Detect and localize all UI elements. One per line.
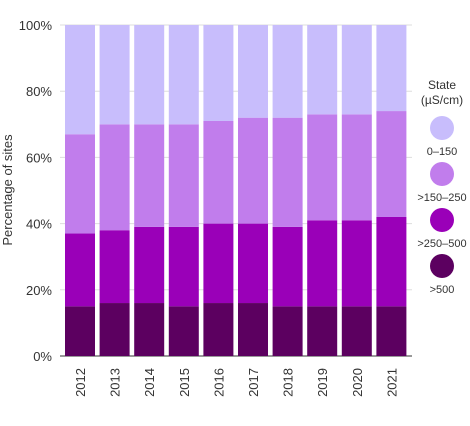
- bar-segment: [99, 303, 130, 356]
- bar-segment: [65, 25, 95, 135]
- bar-segment: [238, 117, 268, 224]
- bar-segment: [168, 306, 199, 356]
- bar-segment: [341, 220, 372, 307]
- bar-segment: [238, 25, 268, 118]
- legend-label: >150–250: [417, 192, 466, 204]
- bar-segment: [376, 216, 407, 307]
- bar-segment: [65, 233, 95, 307]
- x-tick-label: 2015: [177, 368, 192, 397]
- x-tick-label: 2020: [350, 368, 365, 397]
- x-tick-label: 2014: [142, 368, 157, 397]
- bar-segment: [307, 220, 338, 307]
- y-tick-label: 20%: [26, 283, 52, 298]
- legend-title-line2: (µS/cm): [421, 93, 463, 107]
- bar-segment: [307, 114, 338, 221]
- bar-segment: [376, 111, 407, 217]
- x-tick-label: 2017: [246, 368, 261, 397]
- y-axis-label: Percentage of sites: [0, 134, 15, 246]
- legend-swatch: [430, 162, 454, 186]
- x-tick-label: 2012: [73, 368, 88, 397]
- y-axis-ticks: 0% 20% 40% 60% 80% 100%: [19, 18, 53, 364]
- bar-segment: [341, 114, 372, 221]
- bar-segment: [134, 226, 165, 304]
- y-tick-label: 60%: [26, 150, 52, 165]
- legend-swatch: [430, 254, 454, 278]
- bar-segment: [203, 25, 234, 121]
- bar-segment: [168, 124, 199, 227]
- bar-segment: [203, 223, 234, 304]
- x-tick-label: 2019: [315, 368, 330, 397]
- legend-swatch: [430, 116, 454, 140]
- bar-segment: [272, 25, 303, 118]
- bars: [65, 25, 407, 356]
- bar-segment: [168, 25, 199, 125]
- y-tick-label: 80%: [26, 84, 52, 99]
- bar-segment: [168, 226, 199, 307]
- bar-segment: [307, 306, 338, 356]
- x-tick-label: 2018: [281, 368, 296, 397]
- bar-segment: [65, 306, 95, 356]
- bar-segment: [65, 134, 95, 234]
- x-tick-label: 2016: [211, 368, 226, 397]
- bar-segment: [238, 303, 268, 356]
- bar-segment: [272, 117, 303, 227]
- legend-label: 0–150: [427, 146, 458, 158]
- bar-segment: [134, 25, 165, 125]
- bar-segment: [134, 124, 165, 227]
- legend: State (µS/cm) 0–150 >150–250 >250–500 >500: [417, 78, 466, 296]
- legend-label: >250–500: [417, 238, 466, 250]
- bar-segment: [203, 303, 234, 356]
- bar-segment: [134, 303, 165, 356]
- x-tick-label: 2013: [108, 368, 123, 397]
- legend-title-line1: State: [428, 78, 456, 92]
- x-axis-ticks: 2012 2013 2014 2015 2016 2017 2018 2019 2020 2021: [73, 368, 399, 397]
- bar-segment: [99, 25, 130, 125]
- x-tick-label: 2021: [384, 368, 399, 397]
- y-tick-label: 100%: [19, 18, 53, 33]
- bar-segment: [272, 226, 303, 307]
- bar-segment: [376, 306, 407, 356]
- bar-segment: [272, 306, 303, 356]
- bar-segment: [307, 25, 338, 115]
- bar-segment: [341, 25, 372, 115]
- bar-segment: [376, 25, 407, 112]
- bar-segment: [203, 120, 234, 224]
- bar-segment: [99, 124, 130, 231]
- bar-segment: [341, 306, 372, 356]
- legend-swatch: [430, 208, 454, 232]
- y-tick-label: 40%: [26, 217, 52, 232]
- bar-segment: [238, 223, 268, 304]
- y-tick-label: 0%: [33, 349, 52, 364]
- legend-label: >500: [430, 284, 455, 296]
- bar-segment: [99, 230, 130, 304]
